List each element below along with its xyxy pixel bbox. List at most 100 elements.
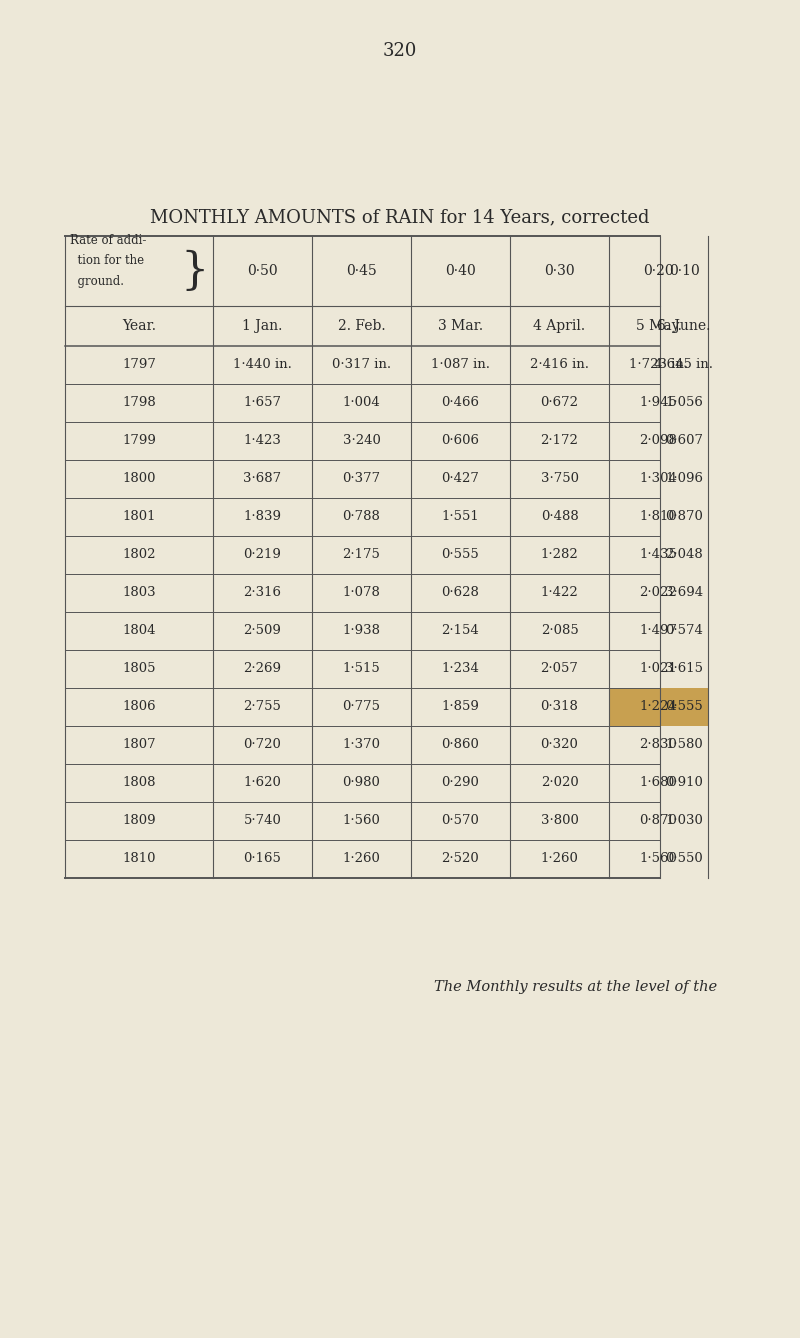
Text: 4 April.: 4 April. — [534, 318, 586, 333]
Text: 0·165: 0·165 — [243, 852, 282, 866]
Text: 0·488: 0·488 — [541, 511, 578, 523]
Text: 1·370: 1·370 — [342, 739, 381, 752]
Text: 1799: 1799 — [122, 435, 156, 447]
Text: 3·687: 3·687 — [243, 472, 282, 486]
Text: 5 May.: 5 May. — [635, 318, 682, 333]
Text: 1·945: 1·945 — [639, 396, 678, 409]
Text: 1·938: 1·938 — [342, 625, 381, 637]
Text: 1·839: 1·839 — [243, 511, 282, 523]
Text: 1·056: 1·056 — [665, 396, 703, 409]
Text: 0·550: 0·550 — [665, 852, 703, 866]
Text: 0·318: 0·318 — [541, 701, 578, 713]
Text: 2·520: 2·520 — [442, 852, 479, 866]
Text: 3·694: 3·694 — [665, 586, 703, 599]
Text: 1806: 1806 — [122, 701, 156, 713]
Text: 0·45: 0·45 — [346, 264, 377, 278]
Text: 2·022: 2·022 — [640, 586, 678, 599]
Text: 1·551: 1·551 — [442, 511, 479, 523]
Text: 1·078: 1·078 — [342, 586, 381, 599]
Text: 0·860: 0·860 — [442, 739, 479, 752]
Text: 2·830: 2·830 — [639, 739, 678, 752]
Text: 2·269: 2·269 — [243, 662, 282, 676]
Text: The Monthly results at the level of the: The Monthly results at the level of the — [434, 979, 718, 994]
Text: 2·085: 2·085 — [541, 625, 578, 637]
Text: 1808: 1808 — [122, 776, 156, 789]
Text: 1·657: 1·657 — [243, 396, 282, 409]
Text: 0·775: 0·775 — [342, 701, 381, 713]
Text: 1·304: 1·304 — [639, 472, 678, 486]
Text: 0·788: 0·788 — [342, 511, 381, 523]
Text: 1797: 1797 — [122, 359, 156, 372]
Text: 5·740: 5·740 — [243, 815, 282, 827]
Text: 2·755: 2·755 — [243, 701, 282, 713]
Text: 0·50: 0·50 — [247, 264, 278, 278]
Text: 3·240: 3·240 — [342, 435, 381, 447]
Text: 1807: 1807 — [122, 739, 156, 752]
Text: MONTHLY AMOUNTS of RAIN for 14 Years, corrected: MONTHLY AMOUNTS of RAIN for 14 Years, co… — [150, 207, 650, 226]
Text: 2·057: 2·057 — [541, 662, 578, 676]
Bar — [609, 688, 708, 727]
Text: 0·672: 0·672 — [541, 396, 578, 409]
Text: 0·574: 0·574 — [665, 625, 703, 637]
Text: 0·606: 0·606 — [442, 435, 479, 447]
Text: 0·555: 0·555 — [442, 549, 479, 562]
Text: 2·020: 2·020 — [541, 776, 578, 789]
Text: 1·497: 1·497 — [639, 625, 678, 637]
Text: 0·870: 0·870 — [665, 511, 703, 523]
Text: 2·048: 2·048 — [665, 549, 703, 562]
Text: 2. Feb.: 2. Feb. — [338, 318, 386, 333]
Text: 3·615: 3·615 — [665, 662, 703, 676]
Text: 0·628: 0·628 — [442, 586, 479, 599]
Text: 1·859: 1·859 — [442, 701, 479, 713]
Text: Rate of addi-
  tion for the
  ground.: Rate of addi- tion for the ground. — [70, 234, 146, 288]
Text: 0·555: 0·555 — [665, 701, 703, 713]
Text: 1·560: 1·560 — [342, 815, 381, 827]
Text: 1·435: 1·435 — [639, 549, 678, 562]
Text: 1800: 1800 — [122, 472, 156, 486]
Text: 0·10: 0·10 — [669, 264, 699, 278]
Text: 3 Mar.: 3 Mar. — [438, 318, 483, 333]
Text: 1·030: 1·030 — [665, 815, 703, 827]
Text: 320: 320 — [383, 41, 417, 60]
Text: 0·317 in.: 0·317 in. — [332, 359, 391, 372]
Text: 2·172: 2·172 — [541, 435, 578, 447]
Text: 1 Jan.: 1 Jan. — [242, 318, 282, 333]
Text: }: } — [181, 249, 209, 293]
Text: 2·098: 2·098 — [639, 435, 678, 447]
Text: 0·466: 0·466 — [442, 396, 479, 409]
Text: 2·509: 2·509 — [243, 625, 282, 637]
Text: 2·416 in.: 2·416 in. — [530, 359, 589, 372]
Text: 1·560: 1·560 — [639, 852, 678, 866]
Text: 1805: 1805 — [122, 662, 156, 676]
Text: 1804: 1804 — [122, 625, 156, 637]
Text: 1·087 in.: 1·087 in. — [431, 359, 490, 372]
Text: Year.: Year. — [122, 318, 156, 333]
Text: 1·810: 1·810 — [640, 511, 678, 523]
Text: 0·427: 0·427 — [442, 472, 479, 486]
Text: 6. June.: 6. June. — [658, 318, 710, 333]
Text: 1·260: 1·260 — [541, 852, 578, 866]
Text: 4·645 in.: 4·645 in. — [654, 359, 714, 372]
Text: 0·320: 0·320 — [541, 739, 578, 752]
Text: 1·620: 1·620 — [243, 776, 282, 789]
Text: 1·580: 1·580 — [665, 739, 703, 752]
Text: 0·20: 0·20 — [643, 264, 674, 278]
Text: 1802: 1802 — [122, 549, 156, 562]
Text: 1810: 1810 — [122, 852, 156, 866]
Text: 1·440 in.: 1·440 in. — [233, 359, 292, 372]
Text: 3·800: 3·800 — [541, 815, 578, 827]
Text: 1·282: 1·282 — [541, 549, 578, 562]
Text: 0·910: 0·910 — [665, 776, 703, 789]
Text: 0·30: 0·30 — [544, 264, 575, 278]
Text: 0·570: 0·570 — [442, 815, 479, 827]
Text: 1·234: 1·234 — [442, 662, 479, 676]
Text: 0·607: 0·607 — [665, 435, 703, 447]
Text: 0·870: 0·870 — [639, 815, 678, 827]
Text: 1·680: 1·680 — [639, 776, 678, 789]
Text: 0·980: 0·980 — [342, 776, 381, 789]
Text: 1·422: 1·422 — [541, 586, 578, 599]
Text: 1809: 1809 — [122, 815, 156, 827]
Text: 1798: 1798 — [122, 396, 156, 409]
Text: 0·290: 0·290 — [442, 776, 479, 789]
Text: 1·021: 1·021 — [640, 662, 678, 676]
